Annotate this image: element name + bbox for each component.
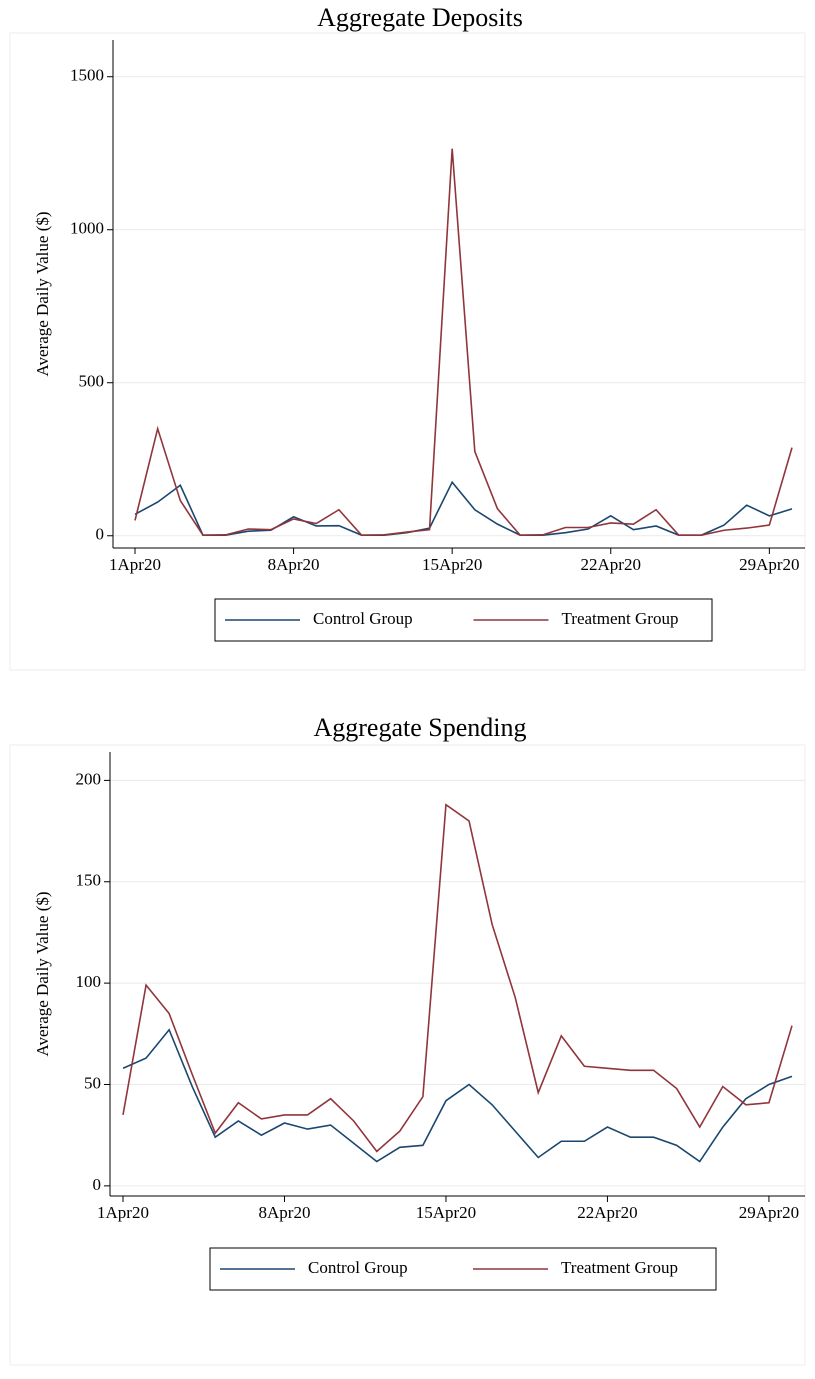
y-tick-label: 150 [76, 871, 102, 890]
x-tick-label: 1Apr20 [109, 555, 161, 574]
plot-frame [9, 744, 806, 1366]
series-line [122, 1028, 793, 1163]
legend-label: Treatment Group [562, 609, 679, 628]
series-line [134, 148, 793, 536]
y-axis-label: Average Daily Value ($) [33, 891, 52, 1056]
x-tick-label: 22Apr20 [577, 1203, 637, 1222]
x-tick-label: 8Apr20 [259, 1203, 311, 1222]
x-tick-label: 29Apr20 [739, 1203, 799, 1222]
legend-label: Control Group [308, 1258, 408, 1277]
series-line [134, 480, 793, 536]
y-tick-label: 0 [93, 1175, 102, 1194]
y-tick-label: 0 [96, 525, 105, 544]
legend-label: Control Group [313, 609, 413, 628]
x-tick-label: 15Apr20 [422, 555, 482, 574]
y-tick-label: 1500 [70, 66, 104, 85]
y-tick-label: 100 [76, 972, 102, 991]
series-line [122, 803, 793, 1153]
chart-title: Aggregate Spending [313, 713, 526, 742]
y-tick-label: 200 [76, 769, 102, 788]
y-axis-label: Average Daily Value ($) [33, 211, 52, 376]
chart-title: Aggregate Deposits [317, 3, 523, 32]
x-tick-label: 15Apr20 [416, 1203, 476, 1222]
y-tick-label: 50 [84, 1073, 101, 1092]
x-tick-label: 22Apr20 [581, 555, 641, 574]
x-tick-label: 8Apr20 [268, 555, 320, 574]
legend-label: Treatment Group [561, 1258, 678, 1277]
y-tick-label: 500 [79, 372, 105, 391]
plot-frame [9, 32, 806, 671]
x-tick-label: 29Apr20 [739, 555, 799, 574]
y-tick-label: 1000 [70, 219, 104, 238]
x-tick-label: 1Apr20 [97, 1203, 149, 1222]
